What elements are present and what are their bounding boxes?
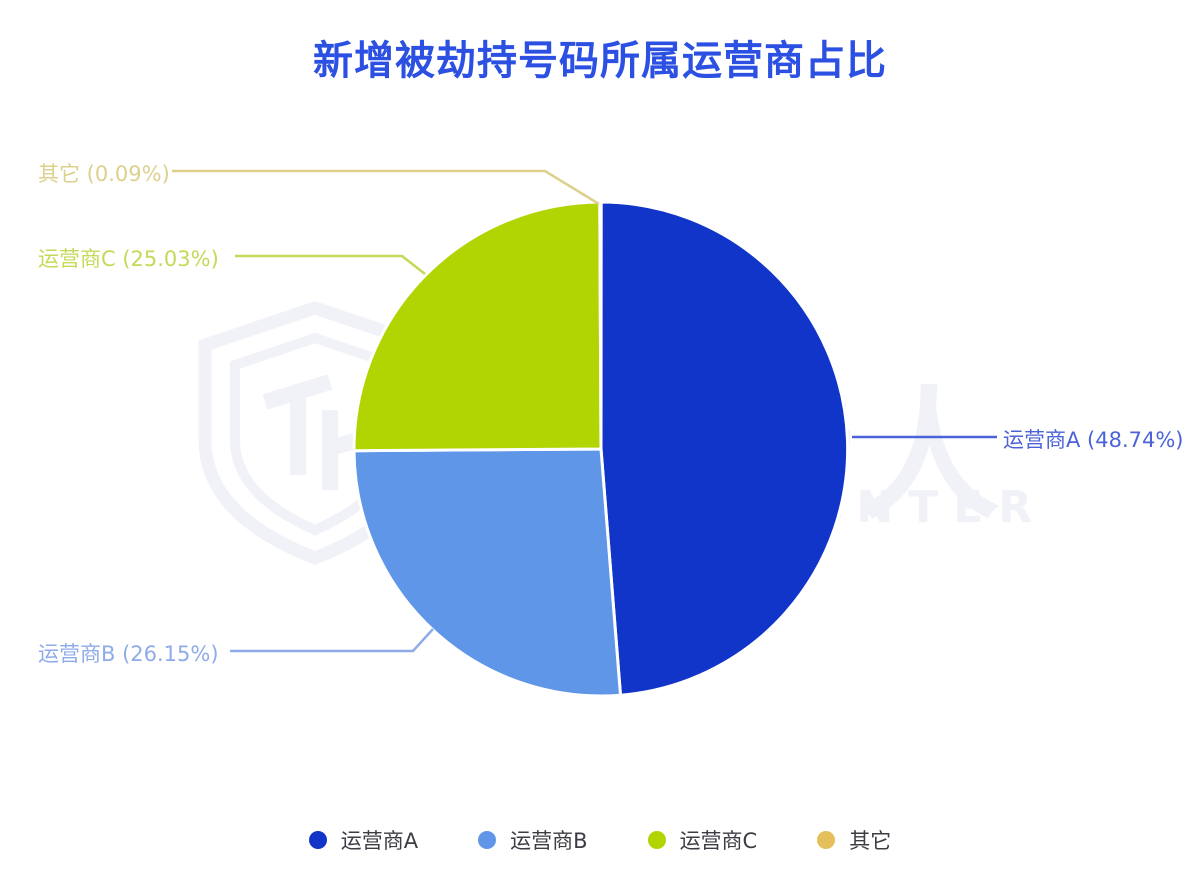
legend-label-operator-b: 运营商B [510, 829, 588, 853]
callout-label-other: 其它 (0.09%) [38, 162, 170, 186]
legend-label-operator-a: 运营商A [340, 829, 419, 853]
legend-dot-operator-c-icon [647, 831, 666, 849]
legend-item-operator-a[interactable]: 运营商A [308, 825, 419, 855]
callout-label-operator-a: 运营商A (48.74%) [1003, 428, 1184, 452]
leader-line-b [230, 628, 434, 653]
legend-dot-operator-b-icon [478, 831, 497, 849]
legend-label-other: 其它 [849, 829, 892, 853]
legend-item-operator-c[interactable]: 运营商C [647, 825, 758, 855]
chart-title: 新增被劫持号码所属运营商占比 [313, 38, 887, 84]
pie-slice-b[interactable] [352, 447, 622, 698]
legend-dot-operator-a-icon [308, 831, 327, 849]
legend: 运营商A 运营商B 运营商C 其它 [0, 822, 1200, 858]
legend-dot-other-icon [817, 831, 836, 849]
legend-label-operator-c: 运营商C [679, 829, 758, 853]
legend-item-other[interactable]: 其它 [817, 825, 891, 855]
pie-slice-a[interactable] [599, 200, 850, 697]
pie-slice-other[interactable] [598, 200, 603, 451]
callout-label-operator-b: 运营商B (26.15%) [38, 642, 219, 666]
callout-label-operator-c: 运营商C (25.03%) [38, 247, 219, 271]
leader-line-c [235, 254, 426, 275]
pie-slice-c[interactable] [352, 200, 603, 453]
leader-line-other [172, 169, 600, 206]
legend-item-operator-b[interactable]: 运营商B [478, 825, 588, 855]
